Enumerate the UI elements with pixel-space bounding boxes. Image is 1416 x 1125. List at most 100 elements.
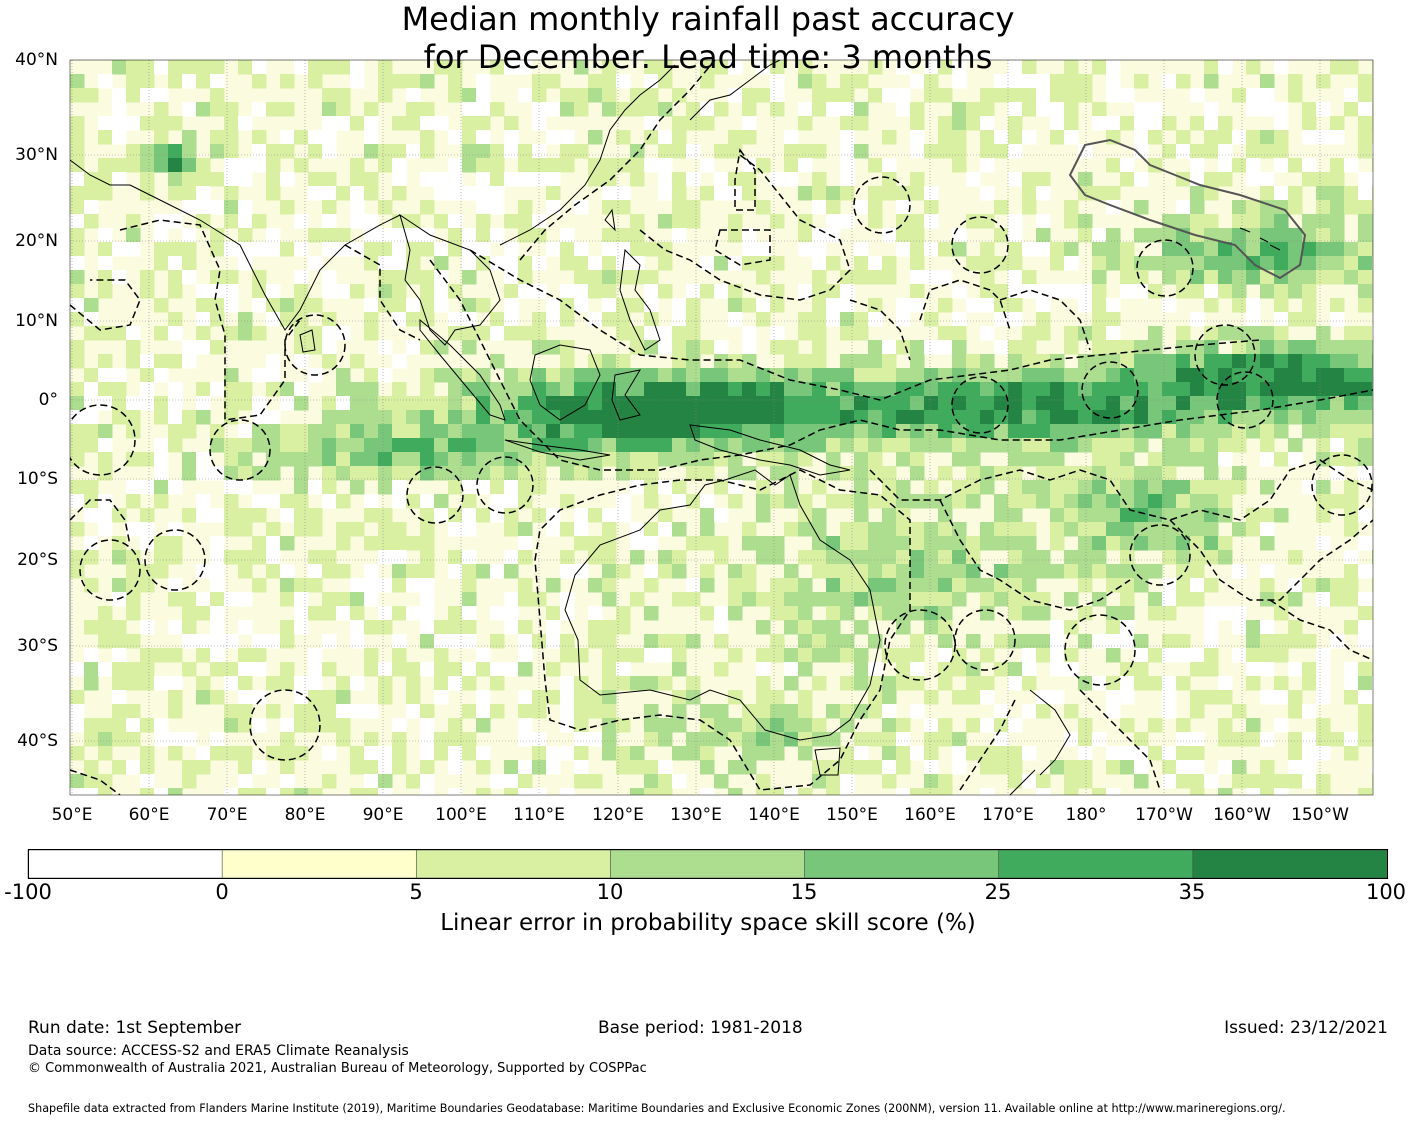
skill-cell xyxy=(1092,550,1107,565)
skill-cell xyxy=(630,228,645,243)
skill-cell xyxy=(378,760,393,775)
skill-cell xyxy=(1120,508,1135,523)
skill-cell xyxy=(770,326,785,341)
skill-cell xyxy=(392,298,407,313)
skill-cell xyxy=(798,438,813,453)
skill-cell xyxy=(462,606,477,621)
skill-cell xyxy=(84,396,99,411)
skill-cell xyxy=(210,144,225,159)
skill-cell xyxy=(952,326,967,341)
skill-cell xyxy=(756,648,771,663)
skill-cell xyxy=(868,298,883,313)
skill-cell xyxy=(196,186,211,201)
skill-cell xyxy=(1316,732,1331,747)
skill-cell xyxy=(1148,382,1163,397)
skill-cell xyxy=(1050,480,1065,495)
skill-cell xyxy=(518,718,533,733)
skill-cell xyxy=(910,298,925,313)
skill-cell xyxy=(112,704,127,719)
skill-cell xyxy=(364,326,379,341)
skill-cell xyxy=(784,340,799,355)
skill-cell xyxy=(1358,326,1373,341)
skill-cell xyxy=(924,60,939,75)
skill-cell xyxy=(1302,382,1317,397)
skill-cell xyxy=(840,158,855,173)
skill-cell xyxy=(322,228,337,243)
skill-cell xyxy=(532,172,547,187)
skill-cell xyxy=(1106,634,1121,649)
skill-cell xyxy=(868,186,883,201)
skill-cell xyxy=(126,158,141,173)
skill-cell xyxy=(896,186,911,201)
skill-cell xyxy=(840,312,855,327)
skill-cell xyxy=(1064,340,1079,355)
skill-cell xyxy=(924,480,939,495)
skill-cell xyxy=(392,606,407,621)
skill-cell xyxy=(1078,564,1093,579)
skill-cell xyxy=(140,172,155,187)
map-frame xyxy=(69,59,1374,796)
skill-cell xyxy=(252,536,267,551)
skill-cell xyxy=(476,242,491,257)
skill-cell xyxy=(1050,130,1065,145)
skill-cell xyxy=(686,424,701,439)
skill-cell xyxy=(196,312,211,327)
skill-cell xyxy=(952,228,967,243)
skill-cell xyxy=(784,606,799,621)
skill-cell xyxy=(1372,410,1373,425)
skill-cell xyxy=(1204,438,1219,453)
skill-cell xyxy=(966,116,981,131)
skill-cell xyxy=(1008,60,1023,75)
skill-cell xyxy=(112,508,127,523)
skill-cell xyxy=(1148,326,1163,341)
skill-cell xyxy=(1316,130,1331,145)
skill-cell xyxy=(1106,452,1121,467)
skill-cell xyxy=(980,354,995,369)
skill-cell xyxy=(210,284,225,299)
skill-cell xyxy=(140,788,155,795)
skill-cell xyxy=(868,438,883,453)
skill-cell xyxy=(1050,368,1065,383)
skill-cell xyxy=(378,788,393,795)
skill-cell xyxy=(602,396,617,411)
skill-cell xyxy=(868,466,883,481)
skill-cell xyxy=(476,144,491,159)
skill-cell xyxy=(238,116,253,131)
skill-cell xyxy=(406,340,421,355)
skill-cell xyxy=(1204,102,1219,117)
skill-cell xyxy=(756,480,771,495)
skill-cell xyxy=(1316,368,1331,383)
skill-cell xyxy=(392,578,407,593)
skill-cell xyxy=(1176,368,1191,383)
lon-label: 160°E xyxy=(904,805,956,825)
skill-cell xyxy=(798,634,813,649)
skill-cell xyxy=(784,494,799,509)
skill-cell xyxy=(518,494,533,509)
skill-cell xyxy=(910,228,925,243)
skill-cell xyxy=(644,382,659,397)
skill-cell xyxy=(168,438,183,453)
skill-cell xyxy=(882,256,897,271)
skill-cell xyxy=(266,536,281,551)
skill-cell xyxy=(882,592,897,607)
skill-cell xyxy=(1358,228,1373,243)
skill-cell xyxy=(322,634,337,649)
skill-cell xyxy=(882,396,897,411)
skill-cell xyxy=(728,760,743,775)
skill-cell xyxy=(1078,536,1093,551)
skill-cell xyxy=(70,200,85,215)
skill-cell xyxy=(196,396,211,411)
skill-cell xyxy=(840,592,855,607)
skill-cell xyxy=(966,298,981,313)
skill-cell xyxy=(546,396,561,411)
skill-cell xyxy=(700,760,715,775)
skill-cell xyxy=(364,704,379,719)
skill-cell xyxy=(1134,732,1149,747)
skill-cell xyxy=(308,578,323,593)
skill-cell xyxy=(140,620,155,635)
skill-cell xyxy=(1288,340,1303,355)
skill-cell xyxy=(854,256,869,271)
skill-cell xyxy=(784,788,799,795)
skill-cell xyxy=(588,452,603,467)
skill-cell xyxy=(224,130,239,145)
